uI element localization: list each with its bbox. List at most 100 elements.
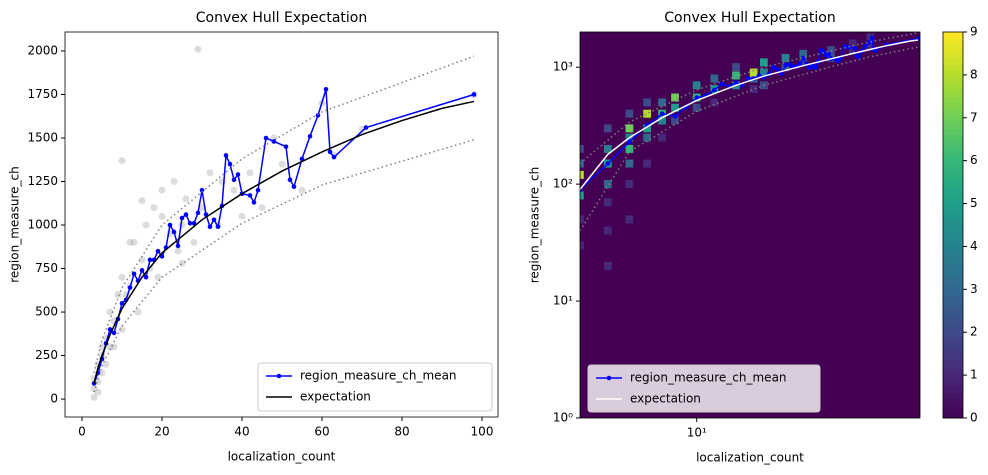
series-marker xyxy=(155,248,161,254)
colorbar-segment xyxy=(943,263,963,271)
colorbar-segment xyxy=(943,173,963,181)
series-marker xyxy=(863,43,868,49)
colorbar-segment xyxy=(943,282,963,290)
scatter-point xyxy=(118,325,126,333)
scatter-point xyxy=(110,343,118,351)
histogram-cell xyxy=(671,93,679,102)
histogram-cell xyxy=(848,39,857,48)
histogram-cell xyxy=(732,63,740,72)
colorbar-segment xyxy=(943,179,963,187)
histogram-cell xyxy=(692,81,701,90)
histogram-cell xyxy=(749,85,758,94)
legend-label: expectation xyxy=(300,390,371,404)
scatter-point xyxy=(134,308,142,316)
y-tick-label: 1500 xyxy=(27,130,58,144)
y-tick-label: 2000 xyxy=(27,43,58,57)
scatter-point xyxy=(182,195,190,203)
histogram-cell xyxy=(799,58,808,67)
y-tick-label: 1750 xyxy=(27,87,58,101)
histogram-cell xyxy=(759,68,768,77)
colorbar-segment xyxy=(943,57,963,65)
histogram-cell xyxy=(710,98,719,107)
series-marker xyxy=(167,222,173,228)
legend-marker xyxy=(276,373,282,379)
series-marker xyxy=(826,51,832,57)
colorbar-segment xyxy=(943,77,963,84)
series-marker xyxy=(283,144,289,149)
y-tick-label: 750 xyxy=(35,261,58,275)
colorbar-segment xyxy=(943,192,963,200)
series-marker xyxy=(179,215,185,221)
series-marker xyxy=(719,81,725,87)
histogram-cell xyxy=(625,109,634,118)
histogram-cell xyxy=(643,98,652,107)
colorbar-segment xyxy=(943,51,963,59)
series-marker xyxy=(187,220,193,226)
series-marker xyxy=(659,111,665,117)
histogram-cell xyxy=(603,198,612,207)
scatter-point xyxy=(138,256,146,264)
legend-marker xyxy=(606,375,612,381)
series-marker xyxy=(263,135,269,141)
series-marker xyxy=(869,35,875,41)
x-axis-label: localization_count xyxy=(696,451,804,465)
colorbar-segment xyxy=(943,115,963,123)
y-tick-label: 10² xyxy=(553,177,573,191)
series-marker xyxy=(327,149,333,155)
colorbar-segment xyxy=(943,405,963,413)
scatter-point xyxy=(106,308,114,316)
colorbar-segment xyxy=(943,64,963,72)
series-marker xyxy=(813,65,818,71)
plot-area xyxy=(90,45,478,401)
series-marker xyxy=(800,55,806,61)
series-marker xyxy=(733,80,739,85)
colorbar-segment xyxy=(943,372,963,380)
bound-line xyxy=(93,55,475,374)
series-marker xyxy=(195,210,201,216)
histogram-cell xyxy=(603,180,612,189)
colorbar-segment xyxy=(943,89,963,97)
series-marker xyxy=(139,267,145,273)
x-tick-label: 80 xyxy=(394,425,409,439)
series-marker xyxy=(131,271,137,277)
histogram-cell xyxy=(580,170,584,179)
colorbar-tick-label: 0 xyxy=(970,411,978,425)
series-marker xyxy=(287,177,293,183)
colorbar-segment xyxy=(943,334,963,342)
colorbar-segment xyxy=(943,96,963,104)
colorbar-segment xyxy=(943,353,963,361)
colorbar-segment xyxy=(943,327,963,335)
colorbar-segment xyxy=(943,83,963,91)
colorbar-segment xyxy=(943,128,963,136)
x-axis-label: localization_count xyxy=(228,450,336,464)
y-tick-label: 10³ xyxy=(553,60,573,74)
series-marker xyxy=(291,184,297,190)
series-marker xyxy=(866,40,872,45)
colorbar-segment xyxy=(943,38,963,46)
legend-label: region_measure_ch_mean xyxy=(300,369,457,383)
series-marker xyxy=(315,113,321,118)
colorbar-tick-label: 9 xyxy=(970,25,978,39)
scatter-point xyxy=(94,388,102,396)
colorbar-segment xyxy=(943,134,963,142)
y-axis-label: region_measure_ch xyxy=(528,167,542,284)
histogram-cell xyxy=(781,53,790,62)
histogram-cell xyxy=(580,159,584,168)
y-tick-label: 500 xyxy=(35,305,58,319)
axes-frame xyxy=(579,31,921,419)
series-marker xyxy=(770,64,776,70)
colorbar-segment xyxy=(943,360,963,368)
colorbar-segment xyxy=(943,257,963,265)
series-marker xyxy=(363,125,369,130)
colorbar-segment xyxy=(943,347,963,355)
chart-title: Convex Hull Expectation xyxy=(664,10,835,26)
series-marker xyxy=(712,87,717,93)
histogram-cell xyxy=(710,74,719,83)
series-marker xyxy=(119,301,125,306)
colorbar-segment xyxy=(943,385,963,393)
x-tick-label: 20 xyxy=(154,425,169,439)
series-marker xyxy=(783,62,788,68)
colorbar-segment xyxy=(943,199,963,207)
series-line xyxy=(580,39,919,190)
colorbar-segment xyxy=(943,102,963,110)
